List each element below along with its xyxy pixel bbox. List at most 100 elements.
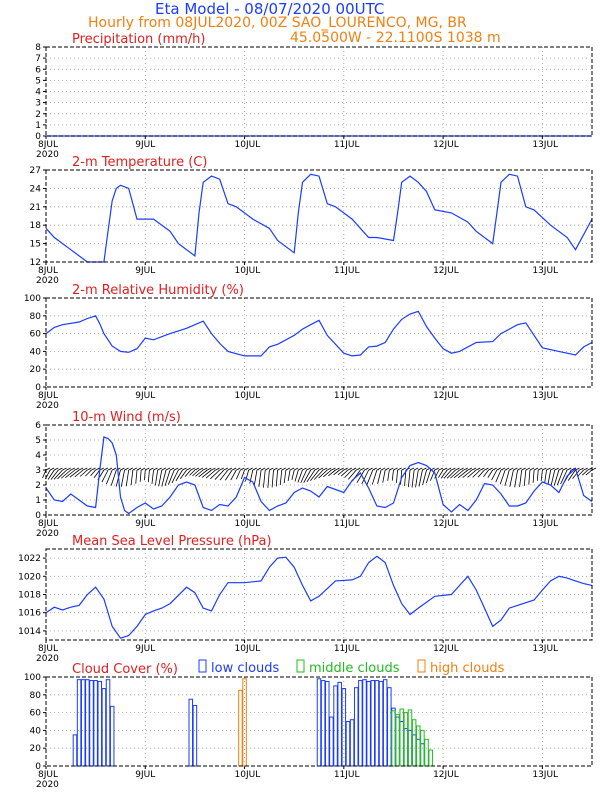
wind-barb xyxy=(167,469,175,485)
wind-barb-tick xyxy=(236,467,241,471)
wind-barb-tick xyxy=(62,467,67,471)
wind-barb-tick xyxy=(484,467,489,471)
legend-high-clouds-swatch xyxy=(417,659,426,673)
x-tick-label: 10JUL xyxy=(235,391,261,401)
wind-barb xyxy=(245,469,250,482)
wind-barb-tick xyxy=(476,467,481,471)
wind-barb-tick xyxy=(558,467,564,471)
cloud-bar xyxy=(382,679,388,767)
cloud-bar xyxy=(349,719,355,767)
wind-barb xyxy=(572,469,580,479)
wind-barb xyxy=(387,469,390,481)
wind-barb-tick xyxy=(140,467,146,471)
wind-barb xyxy=(560,469,568,485)
x-tick-label: 8JUL xyxy=(38,770,58,780)
wind-barb-tick xyxy=(401,467,406,471)
panel-frame xyxy=(45,548,593,641)
mslp-series-line xyxy=(45,555,593,639)
y-tick-label: 6 xyxy=(35,65,41,75)
cloud-bar xyxy=(399,708,404,767)
y-tick-label: 4 xyxy=(35,451,41,461)
cloud-bar xyxy=(411,719,417,767)
wind-barb-tick xyxy=(318,467,324,471)
wind-barb-tick xyxy=(409,467,415,471)
x-tick-label: 11JUL xyxy=(334,266,360,276)
wind-barb xyxy=(396,469,398,483)
wind-barb-tick xyxy=(289,467,295,471)
wind-barb xyxy=(450,469,460,479)
panel-frame xyxy=(45,676,593,767)
wind-barb-tick xyxy=(413,467,419,471)
wind-barb xyxy=(437,469,444,478)
x-year-label: 2020 xyxy=(36,780,59,790)
wind-barb xyxy=(328,469,336,477)
cloud-bar xyxy=(101,688,107,767)
x-tick-label: 9JUL xyxy=(135,391,155,401)
wind-barb xyxy=(106,469,113,485)
panel-clouds: 0 20 40 60 80 100 8JUL 9JUL 10JUL 11JUL 12JUL 13JUL… xyxy=(24,662,593,790)
wind-barb-tick xyxy=(265,467,270,471)
wind-barb xyxy=(361,469,369,485)
station-coordinates: 45.0500W - 22.1100S 1038 m xyxy=(290,30,501,46)
wind-barb xyxy=(130,469,134,486)
cloud-bar xyxy=(316,678,322,767)
wind-barb-tick xyxy=(182,467,187,471)
cloud-bar xyxy=(353,687,359,767)
y-tick-label: 20 xyxy=(30,365,42,375)
wind-barb-tick xyxy=(591,467,597,471)
wind-barb xyxy=(90,469,96,477)
wind-barb-tick xyxy=(554,467,559,471)
x-tick-label: 8JUL xyxy=(38,140,58,150)
wind-barb-tick xyxy=(244,467,249,471)
wind-barb xyxy=(120,469,125,487)
panel-title: 2-m Temperature (C) xyxy=(72,155,207,170)
wind-barb xyxy=(509,469,514,487)
wind-barb xyxy=(300,469,307,484)
wind-barb-tick xyxy=(376,467,382,471)
wind-barb-tick xyxy=(149,467,154,471)
wind-barb xyxy=(164,469,171,487)
wind-barb xyxy=(556,469,564,486)
wind-barbs xyxy=(42,467,597,488)
panel-title: 2-m Relative Humidity (%) xyxy=(72,283,244,298)
wind-barb-tick xyxy=(517,467,522,471)
wind-barb-tick xyxy=(550,467,555,471)
wind-barb xyxy=(60,469,72,479)
y-tick-label: 27 xyxy=(30,166,41,176)
panel-mslp: 1014 1016 1018 1020 1022 8JUL 9JUL 10JUL 11JUL 12… xyxy=(18,534,593,664)
wind-barb xyxy=(532,469,535,483)
wind-barb-tick xyxy=(500,467,506,471)
wind-barb xyxy=(499,469,506,485)
x-tick-label: 11JUL xyxy=(334,770,360,780)
wind-barb xyxy=(85,469,92,477)
cloud-bar xyxy=(72,734,78,767)
panel-frame xyxy=(45,46,593,137)
y-tick-label: 0 xyxy=(35,762,41,772)
x-tick-label: 8JUL xyxy=(38,391,58,401)
wind-barb xyxy=(411,469,415,488)
cloud-bar xyxy=(238,689,243,767)
wind-barb-tick xyxy=(529,467,535,471)
wind-barb-tick xyxy=(380,467,386,471)
y-tick-label: 1022 xyxy=(18,554,41,564)
x-tick-label: 8JUL xyxy=(38,266,58,276)
wind-barb xyxy=(310,469,320,482)
wind-barb-tick xyxy=(451,467,456,471)
x-tick-label: 10JUL xyxy=(235,770,261,780)
wind-barb xyxy=(195,469,204,477)
wind-barb-tick xyxy=(87,467,92,471)
y-tick-label: 1016 xyxy=(18,609,41,619)
wind-barb-tick xyxy=(112,467,117,471)
y-tick-label: 0 xyxy=(35,511,41,521)
wind-barb-tick xyxy=(492,467,497,471)
cloud-bar xyxy=(403,728,409,767)
y-tick-label: 80 xyxy=(30,691,42,701)
series-middle-clouds xyxy=(391,708,433,767)
wind-barb xyxy=(287,469,291,482)
y-tick-label: 5 xyxy=(35,76,41,86)
wind-barb-tick xyxy=(116,467,121,471)
wind-barb-tick xyxy=(58,467,63,471)
cloud-bar xyxy=(387,687,392,767)
wind-barb xyxy=(135,469,138,484)
